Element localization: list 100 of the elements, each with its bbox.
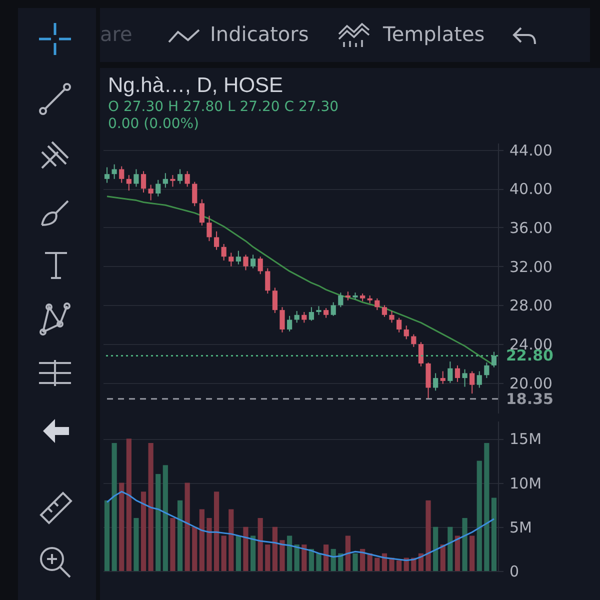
bar: [286, 536, 292, 571]
bar: [308, 548, 314, 571]
candlestick: [199, 198, 204, 226]
bar: [250, 536, 256, 571]
bar: [476, 460, 482, 571]
bar: [119, 482, 124, 571]
text: 0.00 (0.00%): [108, 116, 200, 132]
bar: [112, 443, 117, 571]
candlestick: [330, 302, 336, 316]
bar: [214, 492, 220, 571]
candlestick: [308, 306, 314, 322]
candlestick: [236, 250, 241, 265]
candlestick: [324, 308, 329, 318]
ref-line-label: 18.35: [506, 390, 554, 408]
candlestick: [221, 244, 226, 262]
candlestick: [214, 230, 220, 250]
candlestick: [192, 181, 198, 207]
bar: [433, 526, 438, 571]
candlestick: [484, 362, 490, 379]
candlestick: [162, 172, 168, 188]
y-tick-label: 5M: [510, 518, 532, 536]
candlestick: [126, 174, 132, 192]
candlestick: [156, 179, 161, 197]
bar: [396, 560, 402, 571]
candlestick: [104, 166, 110, 184]
candlestick: [411, 334, 416, 348]
candlestick: [374, 298, 380, 311]
candlestick: [476, 370, 482, 388]
candlestick: [140, 170, 146, 194]
candlestick: [294, 310, 300, 324]
y-tick-label: 44.00: [510, 141, 552, 160]
line-series: [106, 490, 495, 562]
candlestick: [206, 215, 212, 242]
bar: [140, 492, 146, 571]
candlestick: [148, 184, 154, 201]
bar: [360, 548, 366, 571]
bar: [484, 443, 490, 571]
bar: [170, 518, 176, 571]
bar: [454, 536, 460, 571]
bar: [199, 509, 204, 571]
bar: [148, 443, 154, 571]
candlestick: [228, 252, 234, 267]
bar: [104, 500, 110, 571]
bar: [206, 518, 212, 571]
text: are: [100, 22, 132, 46]
bar: [330, 548, 336, 571]
candlestick: [280, 306, 285, 333]
bar: [134, 518, 139, 571]
text: Templates: [383, 22, 485, 46]
bar: [236, 536, 241, 571]
bar: [228, 509, 234, 571]
bar: [374, 558, 380, 571]
bar: [462, 518, 468, 571]
y-tick-label: 10M: [510, 474, 542, 492]
bar: [258, 518, 263, 571]
bar: [352, 553, 358, 571]
bar: [184, 482, 190, 571]
y-tick-label: 28.00: [510, 296, 552, 315]
bar: [272, 526, 278, 571]
candlestick: [177, 168, 183, 184]
candlestick: [243, 254, 248, 271]
bar: [324, 544, 329, 571]
chart-title: Ng.hà…, D, HOSE: [108, 74, 284, 98]
bar: [440, 544, 446, 571]
candlestick: [491, 351, 497, 368]
candlestick: [382, 304, 388, 318]
y-tick-label: 20.00: [510, 374, 552, 392]
candlestick: [286, 315, 292, 332]
candlestick: [448, 361, 453, 384]
bar: [491, 498, 497, 571]
candlestick: [389, 310, 394, 324]
candlestick: [396, 317, 402, 333]
bar: [156, 474, 161, 571]
candlestick: [112, 164, 117, 180]
candlestick: [134, 168, 139, 188]
candlestick: [418, 342, 424, 367]
candlestick: [302, 311, 307, 324]
candlestick: [462, 368, 468, 388]
candlestick: [258, 256, 263, 275]
bar: [345, 536, 351, 571]
candlestick: [454, 364, 460, 382]
y-tick-label: 0: [510, 562, 520, 580]
candlestick: [170, 174, 176, 188]
y-tick-label: 36.00: [510, 218, 552, 237]
y-tick-label: 32.00: [510, 258, 552, 276]
candlestick: [338, 292, 344, 308]
y-tick-label: 15M: [510, 430, 542, 448]
bar: [162, 465, 168, 571]
candlestick: [184, 170, 190, 188]
bar: [177, 500, 183, 571]
candlestick: [272, 287, 278, 314]
bar: [316, 553, 322, 571]
candlestick: [440, 370, 446, 384]
text: Indicators: [210, 22, 309, 46]
bar: [294, 544, 300, 571]
bar: [126, 438, 132, 571]
candlestick: [470, 370, 475, 394]
candlestick: [265, 268, 270, 294]
text: O 27.30 H 27.80 L 27.20 C 27.30: [108, 99, 339, 115]
candlestick: [250, 254, 256, 269]
